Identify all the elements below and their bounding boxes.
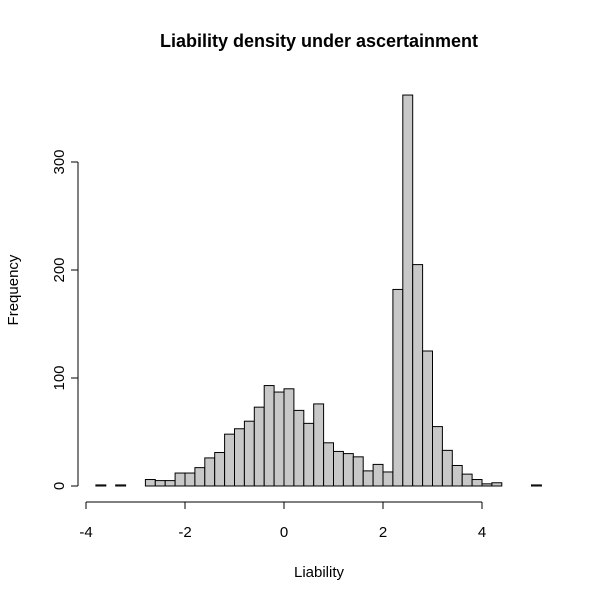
histogram-bar bbox=[491, 482, 503, 487]
histogram-bar bbox=[164, 480, 176, 487]
x-tick-label: 0 bbox=[280, 524, 288, 541]
histogram-bar bbox=[115, 484, 127, 487]
histogram-bar bbox=[382, 471, 394, 487]
histogram-bar bbox=[95, 484, 107, 487]
histogram-bar bbox=[293, 409, 305, 487]
histogram-bar bbox=[441, 449, 453, 487]
y-axis-label: Frequency bbox=[5, 254, 22, 325]
histogram-bar bbox=[422, 350, 434, 487]
histogram-bar bbox=[333, 450, 344, 487]
histogram-bar bbox=[432, 426, 443, 487]
histogram-bar bbox=[342, 453, 354, 487]
histogram-bar bbox=[253, 406, 265, 487]
histogram-bar bbox=[263, 385, 275, 487]
bars-group bbox=[95, 94, 542, 487]
x-tick-label: 2 bbox=[379, 524, 387, 541]
histogram-bar bbox=[323, 442, 335, 487]
histogram-bar bbox=[224, 433, 236, 487]
histogram-bar bbox=[362, 470, 374, 487]
histogram-bar bbox=[184, 472, 196, 487]
histogram-bar bbox=[402, 94, 414, 487]
histogram-bar bbox=[174, 472, 186, 487]
x-tick-label: 4 bbox=[478, 524, 486, 541]
histogram-bar bbox=[392, 288, 404, 487]
y-tick-label: 200 bbox=[51, 257, 68, 282]
histogram-bar bbox=[481, 483, 493, 487]
histogram-bar bbox=[283, 388, 295, 487]
histogram-bar bbox=[451, 464, 463, 487]
histogram-bar bbox=[461, 473, 473, 487]
histogram-bar bbox=[471, 479, 483, 487]
histogram-bar bbox=[194, 467, 206, 487]
y-tick-label: 300 bbox=[51, 149, 68, 174]
x-axis: -4 -2 0 2 4 bbox=[79, 501, 486, 541]
histogram-bar bbox=[372, 463, 384, 487]
histogram-bar bbox=[204, 457, 216, 487]
histogram-bar bbox=[531, 484, 542, 487]
y-axis: 0 100 200 300 bbox=[51, 149, 79, 490]
histogram-bar bbox=[243, 420, 255, 487]
x-tick-label: -4 bbox=[79, 524, 92, 541]
histogram-bar bbox=[214, 452, 226, 487]
histogram-bar bbox=[154, 480, 166, 487]
histogram-bar bbox=[144, 479, 156, 487]
histogram-bar bbox=[412, 264, 424, 487]
x-axis-label: Liability bbox=[294, 564, 345, 581]
histogram-bar bbox=[234, 428, 245, 487]
x-tick-label: -2 bbox=[178, 524, 191, 541]
histogram-bar bbox=[352, 456, 364, 487]
histogram-bar bbox=[313, 403, 325, 487]
chart-title: Liability density under ascertainment bbox=[160, 31, 478, 51]
histogram-bar bbox=[273, 391, 285, 487]
y-tick-label: 0 bbox=[51, 482, 68, 490]
histogram-bar bbox=[303, 422, 315, 487]
y-tick-label: 100 bbox=[51, 365, 68, 390]
